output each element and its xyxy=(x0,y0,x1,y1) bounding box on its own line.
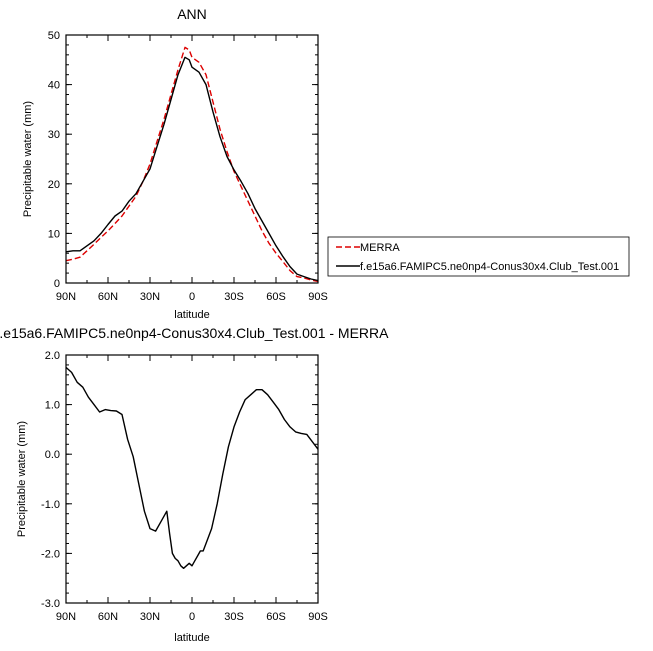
bottom-y-tick-label: 2.0 xyxy=(45,350,60,362)
legend: MERRA f.e15a6.FAMIPC5.ne0np4-Conus30x4.C… xyxy=(327,236,630,277)
bottom-x-tick-label: 90S xyxy=(308,611,328,623)
top-y-tick-label: 0 xyxy=(54,278,60,290)
top-x-tick-label: 30S xyxy=(224,291,244,303)
bottom-series-line-0 xyxy=(65,366,319,569)
top-x-tick-label: 0 xyxy=(189,291,195,303)
bottom-chart-title: f.e15a6.FAMIPC5.ne0np4-Conus30x4.Club_Te… xyxy=(0,325,389,341)
bottom-x-tick-label: 30S xyxy=(224,611,244,623)
bottom-y-tick-label: 0.0 xyxy=(45,449,60,461)
bottom-x-tick-label: 60S xyxy=(266,611,286,623)
bottom-x-tick-label: 0 xyxy=(189,611,195,623)
legend-label-merra: MERRA xyxy=(360,242,400,254)
top-y-tick-label: 50 xyxy=(48,30,60,42)
top-x-tick-label: 60S xyxy=(266,291,286,303)
bottom-y-tick-label: 1.0 xyxy=(45,400,60,412)
bottom-x-tick-label: 90N xyxy=(56,611,76,623)
bottom-x-axis-label: latitude xyxy=(174,632,209,644)
top-series-line-1 xyxy=(65,56,319,282)
top-x-tick-label: 90N xyxy=(56,291,76,303)
bottom-y-axis-label: Precipitable water (mm) xyxy=(16,421,28,537)
top-y-tick-label: 30 xyxy=(48,129,60,141)
top-y-tick-label: 40 xyxy=(48,80,60,92)
top-y-tick-label: 10 xyxy=(48,228,60,240)
legend-label-model: f.e15a6.FAMIPC5.ne0np4-Conus30x4.Club_Te… xyxy=(360,261,619,273)
legend-box xyxy=(327,236,630,277)
top-x-tick-label: 60N xyxy=(98,291,118,303)
bottom-panel: f.e15a6.FAMIPC5.ne0np4-Conus30x4.Club_Te… xyxy=(0,325,389,644)
top-plot-frame xyxy=(65,34,319,284)
top-x-axis-label: latitude xyxy=(174,309,209,321)
top-chart-title: ANN xyxy=(177,6,207,22)
bottom-y-tick-label: -2.0 xyxy=(41,548,60,560)
bottom-x-tick-label: 60N xyxy=(98,611,118,623)
bottom-y-tick-label: -3.0 xyxy=(41,598,60,610)
bottom-y-tick-label: -1.0 xyxy=(41,499,60,511)
top-y-tick-label: 20 xyxy=(48,179,60,191)
top-y-axis-label: Precipitable water (mm) xyxy=(22,101,34,217)
top-x-tick-label: 90S xyxy=(308,291,328,303)
bottom-x-tick-label: 30N xyxy=(140,611,160,623)
bottom-plot-frame xyxy=(65,354,319,604)
top-series-line-0 xyxy=(65,46,319,283)
top-x-tick-label: 30N xyxy=(140,291,160,303)
top-panel: ANN 90N 60N 30N 0 30S 60S 90S 0 10 20 30 40 50 latit… xyxy=(22,6,328,321)
